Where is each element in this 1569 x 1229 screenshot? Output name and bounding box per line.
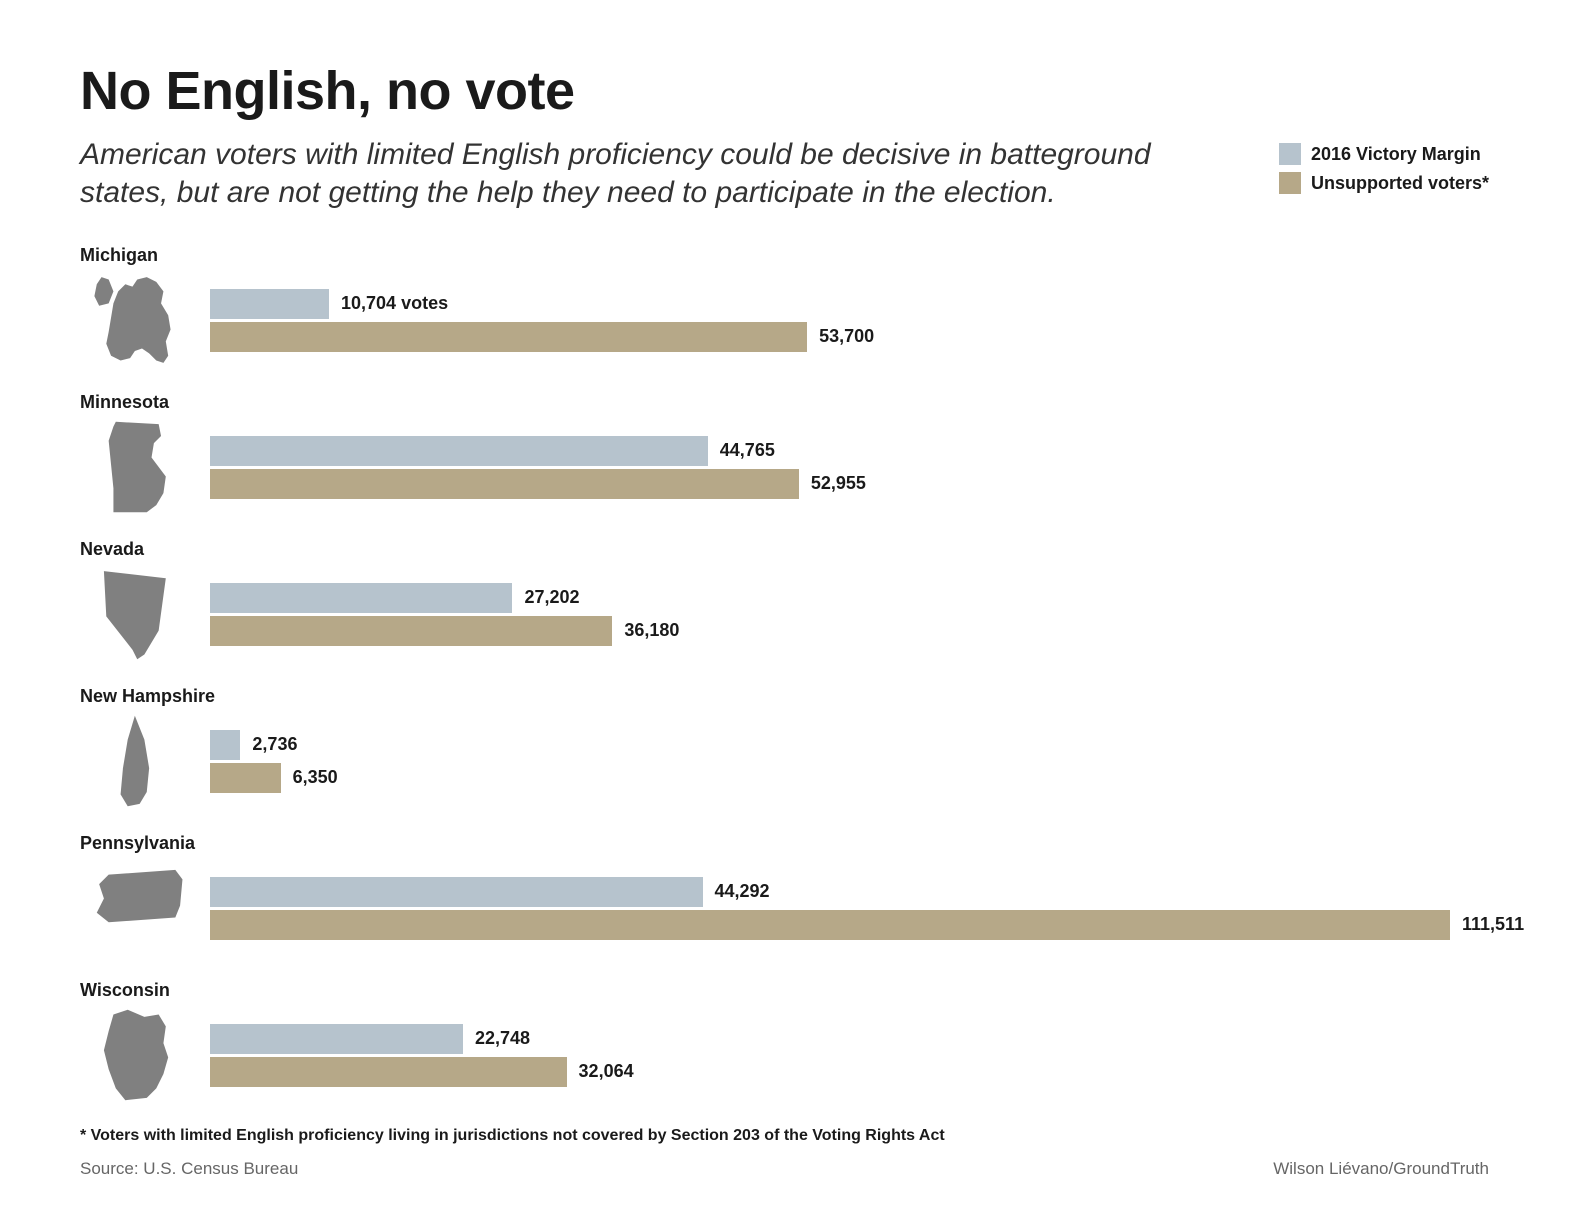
bar-label-margin: 44,292 <box>715 881 770 902</box>
state-name: Minnesota <box>80 392 1489 413</box>
bars-container: 22,748 32,064 <box>210 1021 1489 1090</box>
state-shape-icon <box>80 858 200 958</box>
legend-swatch-margin <box>1279 143 1301 165</box>
state-name: New Hampshire <box>80 686 1489 707</box>
legend-label-margin: 2016 Victory Margin <box>1311 140 1481 169</box>
bar-row-margin: 2,736 <box>210 730 1489 760</box>
state-body: 44,765 52,955 <box>80 417 1489 517</box>
state-name: Michigan <box>80 245 1489 266</box>
bar-label-margin: 2,736 <box>252 734 297 755</box>
chart-title: No English, no vote <box>80 60 1489 122</box>
footnote: * Voters with limited English proficienc… <box>80 1127 1489 1145</box>
bar-unsupported <box>210 616 612 646</box>
state-group: New Hampshire 2,736 6,350 <box>80 686 1489 811</box>
bar-label-margin: 27,202 <box>524 587 579 608</box>
chart-page: No English, no vote American voters with… <box>0 0 1569 1229</box>
state-body: 44,292111,511 <box>80 858 1489 958</box>
state-body: 10,704 votes 53,700 <box>80 270 1489 370</box>
bars-container: 44,765 52,955 <box>210 433 1489 502</box>
state-group: Pennsylvania 44,292111,511 <box>80 833 1489 958</box>
bar-row-margin: 44,765 <box>210 436 1489 466</box>
bar-row-unsupported: 32,064 <box>210 1057 1489 1087</box>
bar-row-margin: 22,748 <box>210 1024 1489 1054</box>
bar-margin <box>210 877 703 907</box>
state-name: Wisconsin <box>80 980 1489 1001</box>
bar-label-margin: 22,748 <box>475 1028 530 1049</box>
legend: 2016 Victory Margin Unsupported voters* <box>1279 136 1489 198</box>
state-group: Michigan 10,704 votes 53,700 <box>80 245 1489 370</box>
legend-item-unsupported: Unsupported voters* <box>1279 169 1489 198</box>
bar-margin <box>210 730 240 760</box>
bars-container: 44,292 111,511 <box>210 874 1524 943</box>
bar-row-margin: 44,292 <box>210 877 1524 907</box>
bar-unsupported <box>210 1057 567 1087</box>
bar-label-unsupported: 53,700 <box>819 326 874 347</box>
bar-label-margin: 44,765 <box>720 440 775 461</box>
state-shape-icon <box>80 417 200 517</box>
bar-label-unsupported: 111,511 <box>1462 914 1524 935</box>
bar-row-unsupported: 111,511 <box>210 910 1524 940</box>
bar-chart: Michigan 10,704 votes 53,700 Minnesota 44,76… <box>80 245 1489 1105</box>
bars-container: 10,704 votes 53,700 <box>210 286 1489 355</box>
bars-container: 27,202 36,180 <box>210 580 1489 649</box>
bar-margin <box>210 289 329 319</box>
bar-label-unsupported: 52,955 <box>811 473 866 494</box>
legend-swatch-unsupported <box>1279 172 1301 194</box>
chart-subtitle: American voters with limited English pro… <box>80 136 1239 211</box>
bar-row-margin: 27,202 <box>210 583 1489 613</box>
bar-row-unsupported: 36,180 <box>210 616 1489 646</box>
bar-row-unsupported: 6,350 <box>210 763 1489 793</box>
credits-row: Source: U.S. Census Bureau Wilson Liévan… <box>80 1159 1489 1179</box>
bar-unsupported <box>210 910 1450 940</box>
bar-label-unsupported: 36,180 <box>624 620 679 641</box>
state-group: Minnesota 44,765 52,955 <box>80 392 1489 517</box>
state-name: Nevada <box>80 539 1489 560</box>
state-shape-icon <box>80 711 200 811</box>
bar-margin <box>210 583 512 613</box>
legend-item-margin: 2016 Victory Margin <box>1279 140 1489 169</box>
byline-text: Wilson Liévano/GroundTruth <box>1273 1159 1489 1179</box>
bar-label-unsupported: 32,064 <box>579 1061 634 1082</box>
state-body: 27,202 36,180 <box>80 564 1489 664</box>
bar-margin <box>210 1024 463 1054</box>
bar-row-margin: 10,704 votes <box>210 289 1489 319</box>
state-group: Wisconsin 22,748 32,064 <box>80 980 1489 1105</box>
bar-unsupported <box>210 322 807 352</box>
state-body: 2,736 6,350 <box>80 711 1489 811</box>
state-shape-icon <box>80 1005 200 1105</box>
state-name: Pennsylvania <box>80 833 1489 854</box>
source-text: Source: U.S. Census Bureau <box>80 1159 298 1179</box>
bar-label-unsupported: 6,350 <box>293 767 338 788</box>
bar-margin <box>210 436 708 466</box>
bars-container: 2,736 6,350 <box>210 727 1489 796</box>
state-body: 22,748 32,064 <box>80 1005 1489 1105</box>
state-shape-icon <box>80 564 200 664</box>
bar-row-unsupported: 52,955 <box>210 469 1489 499</box>
bar-label-margin: 10,704 votes <box>341 293 448 314</box>
state-shape-icon <box>80 270 200 370</box>
bar-row-unsupported: 53,700 <box>210 322 1489 352</box>
header-row: American voters with limited English pro… <box>80 136 1489 211</box>
bar-unsupported <box>210 763 281 793</box>
state-group: Nevada 27,202 36,180 <box>80 539 1489 664</box>
bar-unsupported <box>210 469 799 499</box>
legend-label-unsupported: Unsupported voters* <box>1311 169 1489 198</box>
